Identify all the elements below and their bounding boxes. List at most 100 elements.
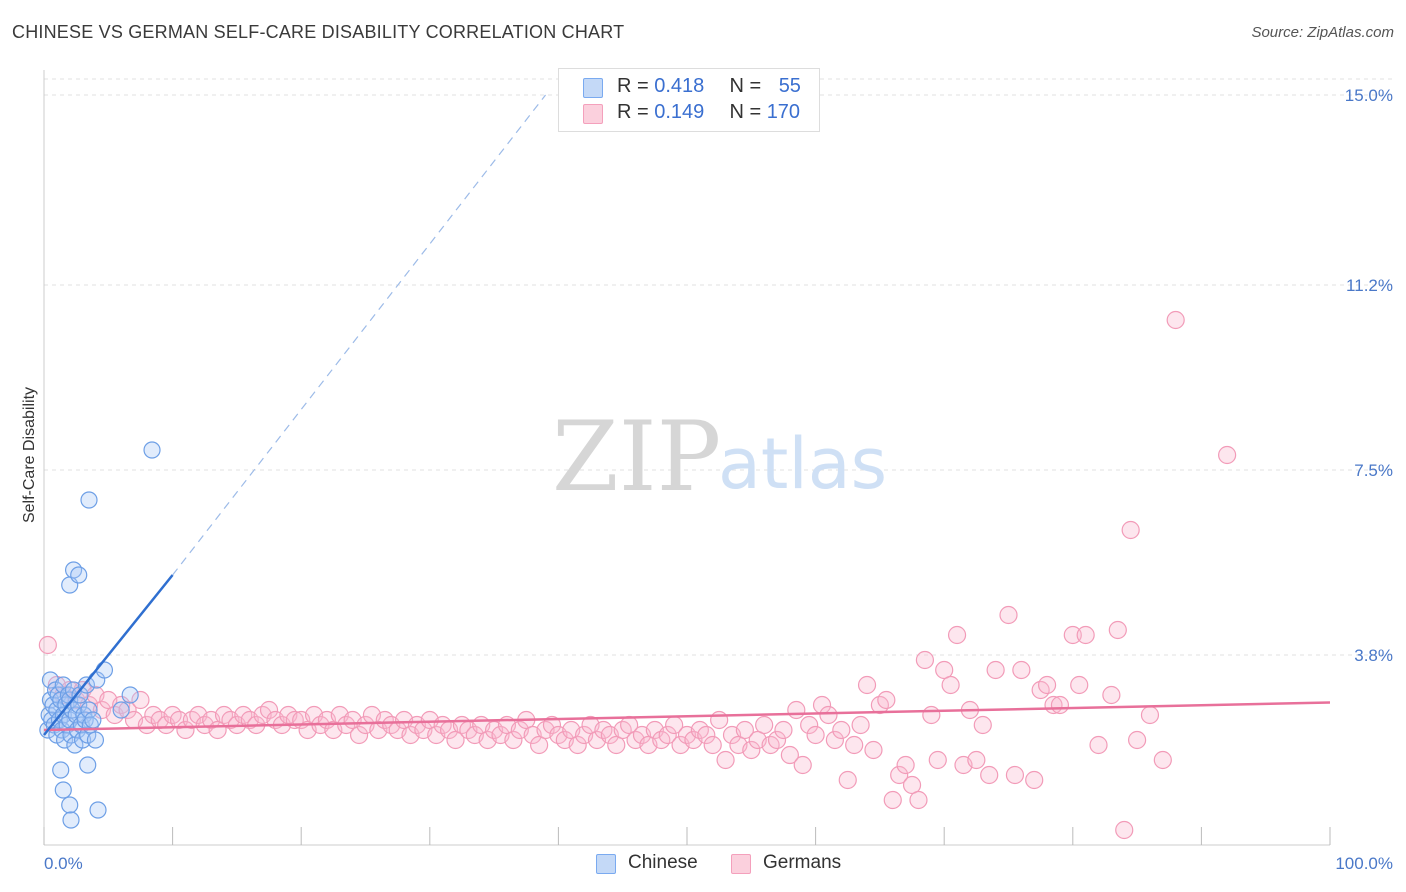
germans-point <box>787 700 806 720</box>
chinese-swatch <box>583 78 603 98</box>
germans-point <box>832 720 851 740</box>
germans-point <box>851 715 870 735</box>
germans-point <box>941 675 960 695</box>
watermark: ZIP atlas <box>552 401 887 513</box>
chinese-point <box>80 701 98 719</box>
chinese-point <box>64 561 83 579</box>
series-label-chinese: Chinese <box>628 852 698 873</box>
germans-point <box>1153 750 1172 770</box>
chinese-point <box>79 756 97 774</box>
chinese-point <box>52 761 70 779</box>
germans-point <box>349 725 369 745</box>
germans-point <box>1166 310 1185 330</box>
germans-point <box>1127 730 1147 750</box>
chinese-point <box>70 566 88 584</box>
germans-point <box>1005 765 1025 785</box>
germans-point <box>864 740 883 760</box>
x-tick-label-max: 100.0% <box>1335 854 1393 873</box>
germans-point <box>38 635 57 655</box>
germans-r-value: 0.149 <box>654 101 705 123</box>
germans-point <box>877 690 896 710</box>
germans-point <box>1050 695 1070 715</box>
germans-point <box>1108 620 1127 640</box>
series-swatch-chinese <box>596 854 616 874</box>
germans-point <box>838 770 857 790</box>
germans-point <box>735 720 754 740</box>
germans-point <box>793 755 812 775</box>
page-title: CHINESE VS GERMAN SELF-CARE DISABILITY C… <box>12 22 625 42</box>
chinese-trend-extension <box>172 94 547 576</box>
germans-point <box>131 690 150 710</box>
germans-point <box>530 735 549 755</box>
germans-point <box>935 660 954 680</box>
chinese-trend-line <box>43 574 174 736</box>
germans-point <box>118 700 137 720</box>
germans-point <box>504 730 523 750</box>
germans-point <box>1012 660 1031 680</box>
germans-point <box>1140 705 1160 725</box>
germans-point <box>774 720 793 740</box>
germans-points <box>38 310 1237 840</box>
y-axis-label: Self-Care Disability <box>21 387 38 523</box>
germans-point <box>607 735 626 755</box>
axes <box>43 70 1331 846</box>
germans-point <box>800 715 819 735</box>
y-tick-label: 3.8% <box>1354 646 1393 665</box>
chinese-n-label: N = <box>729 75 767 97</box>
chinese-point <box>84 711 102 729</box>
germans-point <box>845 735 864 755</box>
x-tick-label-min: 0.0% <box>44 854 83 873</box>
germans-point <box>973 715 992 735</box>
germans-point <box>999 605 1018 625</box>
y-tick-label: 11.2% <box>1346 276 1393 295</box>
chinese-point <box>61 796 79 814</box>
germans-point <box>883 790 902 810</box>
chinese-n-value: 55 <box>778 75 801 97</box>
germans-point <box>967 750 986 770</box>
chinese-point <box>61 691 79 709</box>
germans-point <box>1121 520 1140 540</box>
series-swatch-germans <box>731 854 751 874</box>
germans-point <box>1102 685 1121 705</box>
germans-point <box>819 705 838 725</box>
chinese-point <box>143 441 161 459</box>
germans-point <box>169 710 189 730</box>
germans-r-label: R = <box>617 101 655 123</box>
germans-point <box>857 675 877 695</box>
germans-point <box>446 730 465 750</box>
y-tick-label: 15.0% <box>1345 86 1393 105</box>
chinese-point <box>112 701 130 719</box>
germans-point <box>947 625 967 645</box>
germans-point <box>909 790 928 810</box>
correlation-legend: R = 0.418 N = 55 R = 0.149 N = 170 <box>558 68 820 132</box>
germans-point <box>1037 675 1057 695</box>
y-tick-labels: 3.8% 7.5% 11.2% 15.0% <box>1345 86 1393 665</box>
germans-point <box>780 745 799 765</box>
germans-point <box>1089 735 1108 755</box>
germans-point <box>697 725 716 745</box>
series-legend: Chinese Germans <box>0 852 1406 878</box>
chinese-point <box>89 801 107 819</box>
gridlines <box>44 78 1395 656</box>
germans-trend-line <box>43 701 1331 732</box>
germans-point <box>755 715 774 735</box>
germans-point <box>890 765 909 785</box>
germans-point <box>1218 445 1237 465</box>
chinese-point <box>54 676 72 694</box>
trend-lines <box>43 94 1331 736</box>
germans-point <box>986 660 1005 680</box>
chinese-point <box>95 661 114 679</box>
germans-point <box>922 705 941 725</box>
germans-point <box>1070 675 1089 695</box>
germans-point <box>568 735 587 755</box>
chinese-point <box>80 491 98 509</box>
germans-point <box>1115 820 1134 840</box>
x-tick-labels: 0.0% 100.0% <box>44 854 1393 873</box>
germans-point <box>767 730 787 750</box>
chinese-r-label: R = <box>617 75 655 97</box>
germans-point <box>980 765 999 785</box>
germans-point <box>896 755 915 775</box>
germans-point <box>658 725 677 745</box>
chinese-point <box>62 811 80 829</box>
